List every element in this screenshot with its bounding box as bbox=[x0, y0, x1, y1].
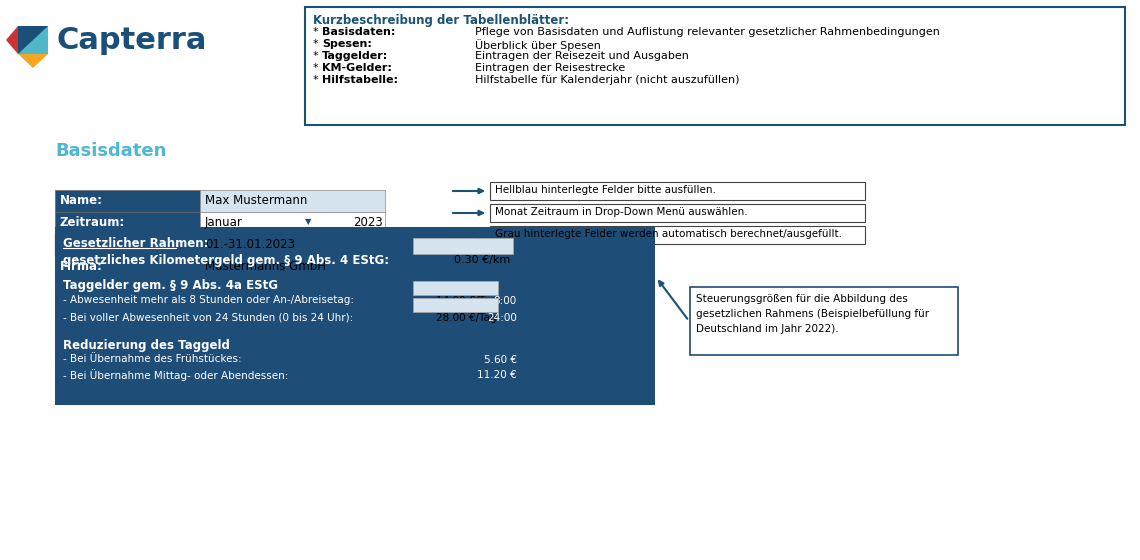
Polygon shape bbox=[18, 26, 48, 54]
Text: Eintragen der Reisestrecke: Eintragen der Reisestrecke bbox=[475, 63, 625, 73]
Bar bbox=[200, 256, 385, 278]
Text: - Bei voller Abwesenheit von 24 Stunden (0 bis 24 Uhr):: - Bei voller Abwesenheit von 24 Stunden … bbox=[63, 312, 353, 322]
Text: Monat Zeitraum in Drop-Down Menü auswählen.: Monat Zeitraum in Drop-Down Menü auswähl… bbox=[495, 207, 748, 217]
Text: 14.00 €/Tag: 14.00 €/Tag bbox=[435, 296, 496, 306]
Bar bbox=[55, 212, 200, 234]
Text: Name:: Name: bbox=[60, 194, 103, 207]
Bar bbox=[55, 234, 200, 256]
Text: Basisdaten:: Basisdaten: bbox=[321, 27, 396, 37]
Bar bbox=[200, 212, 385, 234]
Bar bbox=[200, 190, 385, 212]
Text: Reduzierung des Taggeld: Reduzierung des Taggeld bbox=[63, 339, 230, 352]
Text: - Abwesenheit mehr als 8 Stunden oder An-/Abreisetag:: - Abwesenheit mehr als 8 Stunden oder An… bbox=[63, 295, 355, 305]
Bar bbox=[413, 238, 513, 254]
Bar bbox=[306, 7, 1125, 125]
Text: *: * bbox=[314, 75, 323, 85]
Text: Taggelder gem. § 9 Abs. 4a EStG: Taggelder gem. § 9 Abs. 4a EStG bbox=[63, 279, 278, 292]
Text: *: * bbox=[314, 27, 323, 37]
Bar bbox=[413, 281, 498, 295]
Text: 24:00: 24:00 bbox=[487, 313, 518, 323]
Text: ▼: ▼ bbox=[306, 217, 311, 226]
Text: Überblick über Spesen: Überblick über Spesen bbox=[475, 39, 601, 51]
Bar bbox=[200, 234, 385, 256]
Text: Capterra: Capterra bbox=[56, 26, 206, 55]
Text: Pflege von Basisdaten und Auflistung relevanter gesetzlicher Rahmenbedingungen: Pflege von Basisdaten und Auflistung rel… bbox=[475, 27, 939, 37]
Text: Hellblau hinterlegte Felder bitte ausfüllen.: Hellblau hinterlegte Felder bitte ausfül… bbox=[495, 185, 716, 195]
Polygon shape bbox=[6, 26, 18, 54]
Text: Basisdaten: Basisdaten bbox=[55, 142, 166, 160]
Text: *: * bbox=[314, 63, 323, 73]
Text: 2023: 2023 bbox=[353, 216, 383, 229]
Text: Max Mustermann: Max Mustermann bbox=[205, 194, 308, 207]
Text: Zeitraum:: Zeitraum: bbox=[60, 216, 125, 229]
Bar bbox=[55, 227, 655, 405]
Bar bbox=[490, 182, 865, 200]
Text: - Bei Übernahme Mittag- oder Abendessen:: - Bei Übernahme Mittag- oder Abendessen: bbox=[63, 369, 288, 381]
Bar bbox=[490, 226, 865, 244]
Text: Kurzbeschreibung der Tabellenblätter:: Kurzbeschreibung der Tabellenblätter: bbox=[314, 14, 569, 27]
Text: Hilfstabelle für Kalenderjahr (nicht auszufüllen): Hilfstabelle für Kalenderjahr (nicht aus… bbox=[475, 75, 740, 85]
Bar bbox=[55, 190, 200, 212]
Bar bbox=[690, 287, 958, 355]
Text: 28.00 €/Tag: 28.00 €/Tag bbox=[435, 313, 496, 323]
Text: Eintragen der Reisezeit und Ausgaben: Eintragen der Reisezeit und Ausgaben bbox=[475, 51, 689, 61]
Bar bbox=[490, 204, 865, 222]
Text: Steuerungsgrößen für die Abbildung des
gesetzlichen Rahmens (Beispielbefüllung f: Steuerungsgrößen für die Abbildung des g… bbox=[697, 294, 929, 334]
Text: Januar: Januar bbox=[205, 216, 243, 229]
Text: 11.20 €: 11.20 € bbox=[478, 370, 518, 380]
Text: KM-Gelder:: KM-Gelder: bbox=[321, 63, 392, 73]
Text: Mustermanns GmbH: Mustermanns GmbH bbox=[205, 260, 326, 273]
Text: *: * bbox=[314, 39, 323, 49]
Text: Gesetzlicher Rahmen:: Gesetzlicher Rahmen: bbox=[63, 237, 209, 250]
Polygon shape bbox=[18, 26, 48, 54]
Bar bbox=[55, 256, 200, 278]
Text: Firma:: Firma: bbox=[60, 260, 103, 273]
Text: Grau hinterlegte Felder werden automatisch berechnet/ausgefüllt.: Grau hinterlegte Felder werden automatis… bbox=[495, 229, 842, 239]
Text: 0.30 €/km: 0.30 €/km bbox=[454, 255, 510, 265]
Text: Spesen:: Spesen: bbox=[321, 39, 372, 49]
Text: - Bei Übernahme des Frühstückes:: - Bei Übernahme des Frühstückes: bbox=[63, 354, 242, 364]
Polygon shape bbox=[18, 54, 48, 68]
Text: 01.-31.01.2023: 01.-31.01.2023 bbox=[205, 238, 295, 251]
Text: Hilfstabelle:: Hilfstabelle: bbox=[321, 75, 398, 85]
Text: *: * bbox=[314, 51, 323, 61]
Text: gesetzliches Kilometergeld gem. § 9 Abs. 4 EStG:: gesetzliches Kilometergeld gem. § 9 Abs.… bbox=[63, 254, 389, 267]
Bar bbox=[413, 298, 498, 312]
Text: 5.60 €: 5.60 € bbox=[484, 355, 518, 365]
Text: Taggelder:: Taggelder: bbox=[321, 51, 389, 61]
Text: 8:00: 8:00 bbox=[494, 296, 518, 306]
